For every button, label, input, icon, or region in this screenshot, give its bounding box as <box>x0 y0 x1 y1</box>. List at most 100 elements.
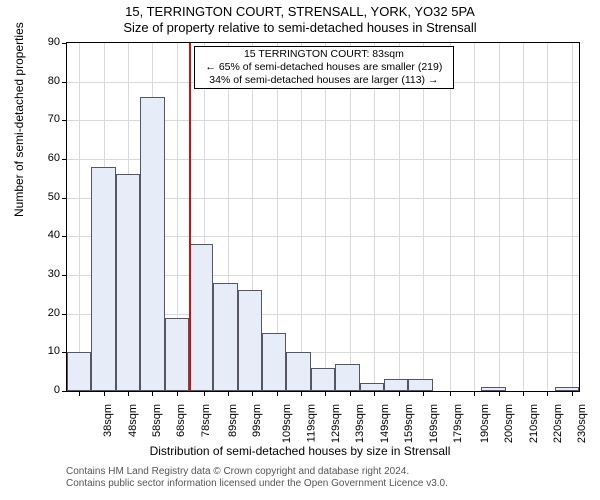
xtick-mark <box>79 391 80 396</box>
xtick-label: 220sqm <box>552 404 564 443</box>
histogram-bar <box>262 333 286 391</box>
xtick-label: 179sqm <box>452 404 464 443</box>
annotation-line: 34% of semi-detached houses are larger (… <box>199 74 449 87</box>
xtick-label: 169sqm <box>428 404 440 443</box>
xtick-mark <box>228 391 229 396</box>
chart-subtitle: Size of property relative to semi-detach… <box>0 20 600 35</box>
xtick-mark <box>128 391 129 396</box>
histogram-plot: 15 TERRINGTON COURT: 83sqm← 65% of semi-… <box>66 42 580 392</box>
xtick-label: 190sqm <box>479 404 491 443</box>
xtick-mark <box>399 391 400 396</box>
ytick-mark <box>62 391 67 392</box>
xtick-label: 78sqm <box>200 404 212 437</box>
gridline-v <box>499 43 500 391</box>
xtick-mark <box>572 391 573 396</box>
gridline-v <box>79 43 80 391</box>
gridline-v <box>523 43 524 391</box>
histogram-bar <box>91 167 115 391</box>
ytick-mark <box>62 236 67 237</box>
xtick-label: 119sqm <box>305 404 317 442</box>
ytick-mark <box>62 198 67 199</box>
xtick-mark <box>252 391 253 396</box>
xtick-label: 109sqm <box>281 404 293 443</box>
histogram-bar <box>311 368 335 391</box>
xtick-mark <box>499 391 500 396</box>
ytick-label: 20 <box>30 307 60 319</box>
xtick-label: 129sqm <box>330 404 342 443</box>
xtick-label: 230sqm <box>576 404 588 443</box>
xtick-mark <box>104 391 105 396</box>
xtick-mark <box>204 391 205 396</box>
xtick-mark <box>325 391 326 396</box>
histogram-bar <box>189 244 213 391</box>
y-axis-label: Number of semi-detached properties <box>12 22 26 217</box>
ytick-mark <box>62 82 67 83</box>
histogram-bar <box>384 379 408 391</box>
histogram-bar <box>360 383 384 391</box>
histogram-bar <box>286 352 310 391</box>
xtick-mark <box>374 391 375 396</box>
ytick-label: 80 <box>30 75 60 87</box>
xtick-mark <box>423 391 424 396</box>
gridline-v <box>301 43 302 391</box>
histogram-bar <box>481 387 505 391</box>
histogram-bar <box>116 174 140 391</box>
xtick-mark <box>152 391 153 396</box>
gridline-v <box>572 43 573 391</box>
gridline-v <box>547 43 548 391</box>
xtick-label: 99sqm <box>251 404 263 437</box>
annotation-box: 15 TERRINGTON COURT: 83sqm← 65% of semi-… <box>194 46 454 89</box>
histogram-bar <box>555 387 579 391</box>
ytick-label: 40 <box>30 229 60 241</box>
chart-title-address: 15, TERRINGTON COURT, STRENSALL, YORK, Y… <box>0 4 600 19</box>
xtick-mark <box>474 391 475 396</box>
gridline-v <box>423 43 424 391</box>
xtick-label: 149sqm <box>379 404 391 443</box>
xtick-mark <box>177 391 178 396</box>
property-marker-line <box>189 43 191 391</box>
histogram-bar <box>213 283 237 391</box>
gridline-v <box>325 43 326 391</box>
xtick-label: 210sqm <box>528 404 540 443</box>
ytick-mark <box>62 43 67 44</box>
footer-copyright-1: Contains HM Land Registry data © Crown c… <box>66 466 586 478</box>
xtick-mark <box>277 391 278 396</box>
gridline-v <box>399 43 400 391</box>
xtick-mark <box>301 391 302 396</box>
ytick-mark <box>62 120 67 121</box>
gridline-v <box>350 43 351 391</box>
gridline-v <box>374 43 375 391</box>
xtick-label: 58sqm <box>151 404 163 437</box>
histogram-bar <box>67 352 91 391</box>
gridline-v <box>474 43 475 391</box>
ytick-label: 70 <box>30 113 60 125</box>
xtick-mark <box>350 391 351 396</box>
xtick-label: 139sqm <box>355 404 367 443</box>
histogram-bar <box>165 318 189 391</box>
ytick-mark <box>62 314 67 315</box>
ytick-label: 0 <box>30 384 60 396</box>
ytick-label: 10 <box>30 345 60 357</box>
ytick-label: 50 <box>30 191 60 203</box>
gridline-v <box>450 43 451 391</box>
footer-copyright-2: Contains public sector information licen… <box>66 478 586 490</box>
ytick-label: 60 <box>30 152 60 164</box>
xtick-label: 200sqm <box>503 404 515 443</box>
histogram-bar <box>238 290 262 391</box>
ytick-label: 90 <box>30 36 60 48</box>
xtick-label: 89sqm <box>227 404 239 437</box>
ytick-label: 30 <box>30 268 60 280</box>
histogram-bar <box>408 379 432 391</box>
xtick-label: 68sqm <box>175 404 187 437</box>
histogram-bar <box>140 97 164 391</box>
ytick-mark <box>62 159 67 160</box>
histogram-bar <box>335 364 359 391</box>
xtick-mark <box>450 391 451 396</box>
annotation-line: ← 65% of semi-detached houses are smalle… <box>199 61 449 74</box>
xtick-label: 38sqm <box>102 404 114 437</box>
x-axis-label: Distribution of semi-detached houses by … <box>0 444 600 458</box>
xtick-mark <box>523 391 524 396</box>
ytick-mark <box>62 275 67 276</box>
xtick-mark <box>547 391 548 396</box>
annotation-line: 15 TERRINGTON COURT: 83sqm <box>199 48 449 61</box>
